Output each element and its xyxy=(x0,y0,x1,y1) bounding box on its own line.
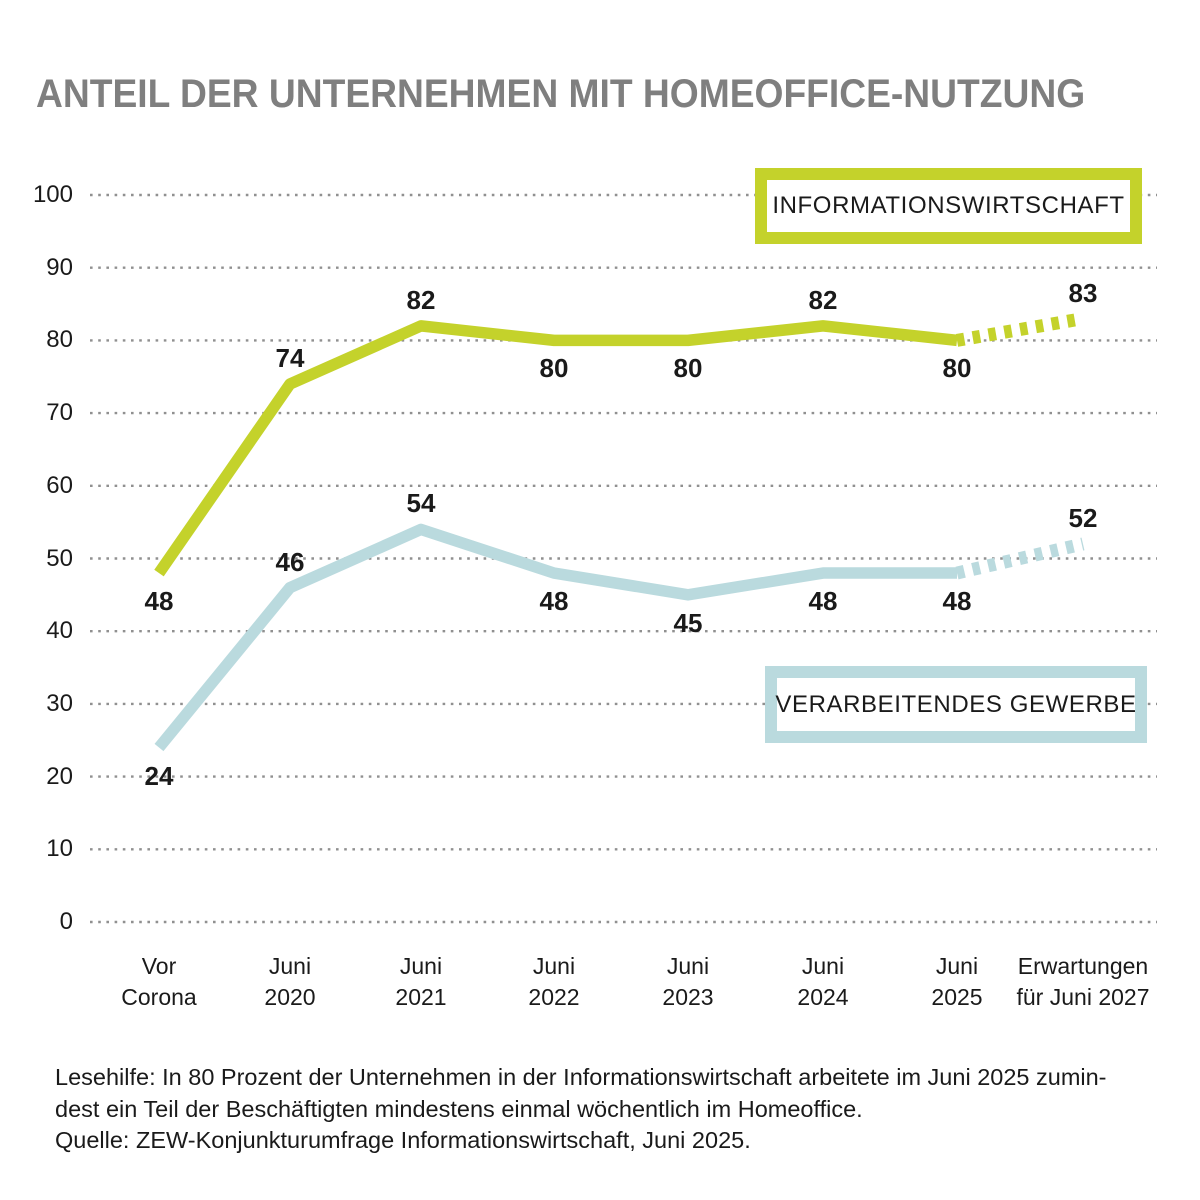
series-line-0-solid xyxy=(154,320,958,577)
legend-informationswirtschaft: INFORMATIONSWIRTSCHAFT xyxy=(755,168,1142,244)
series-line-0-dashed xyxy=(955,312,1085,347)
footer-quelle-line: Quelle: ZEW-Konjunkturumfrage Informatio… xyxy=(55,1127,751,1153)
footer-lesehilfe-line-1: Lesehilfe: In 80 Prozent der Unternehmen… xyxy=(55,1064,1107,1090)
legend-verarbeitendes-gewerbe: VERARBEITENDES GEWERBE xyxy=(765,666,1147,743)
footer-note: Lesehilfe: In 80 Prozent der Unternehmen… xyxy=(55,1062,1175,1157)
footer-lesehilfe-line-2: dest ein Teil der Beschäftigten mindeste… xyxy=(55,1095,863,1122)
chart-title: ANTEIL DER UNTERNEHMEN MIT HOMEOFFICE-NU… xyxy=(36,72,1086,116)
legend-informationswirtschaft-label: INFORMATIONSWIRTSCHAFT xyxy=(772,192,1125,219)
legend-verarbeitendes-gewerbe-label: VERARBEITENDES GEWERBE xyxy=(775,690,1137,718)
series-line-1-dashed xyxy=(955,537,1085,580)
series-line-1-solid xyxy=(154,523,957,752)
